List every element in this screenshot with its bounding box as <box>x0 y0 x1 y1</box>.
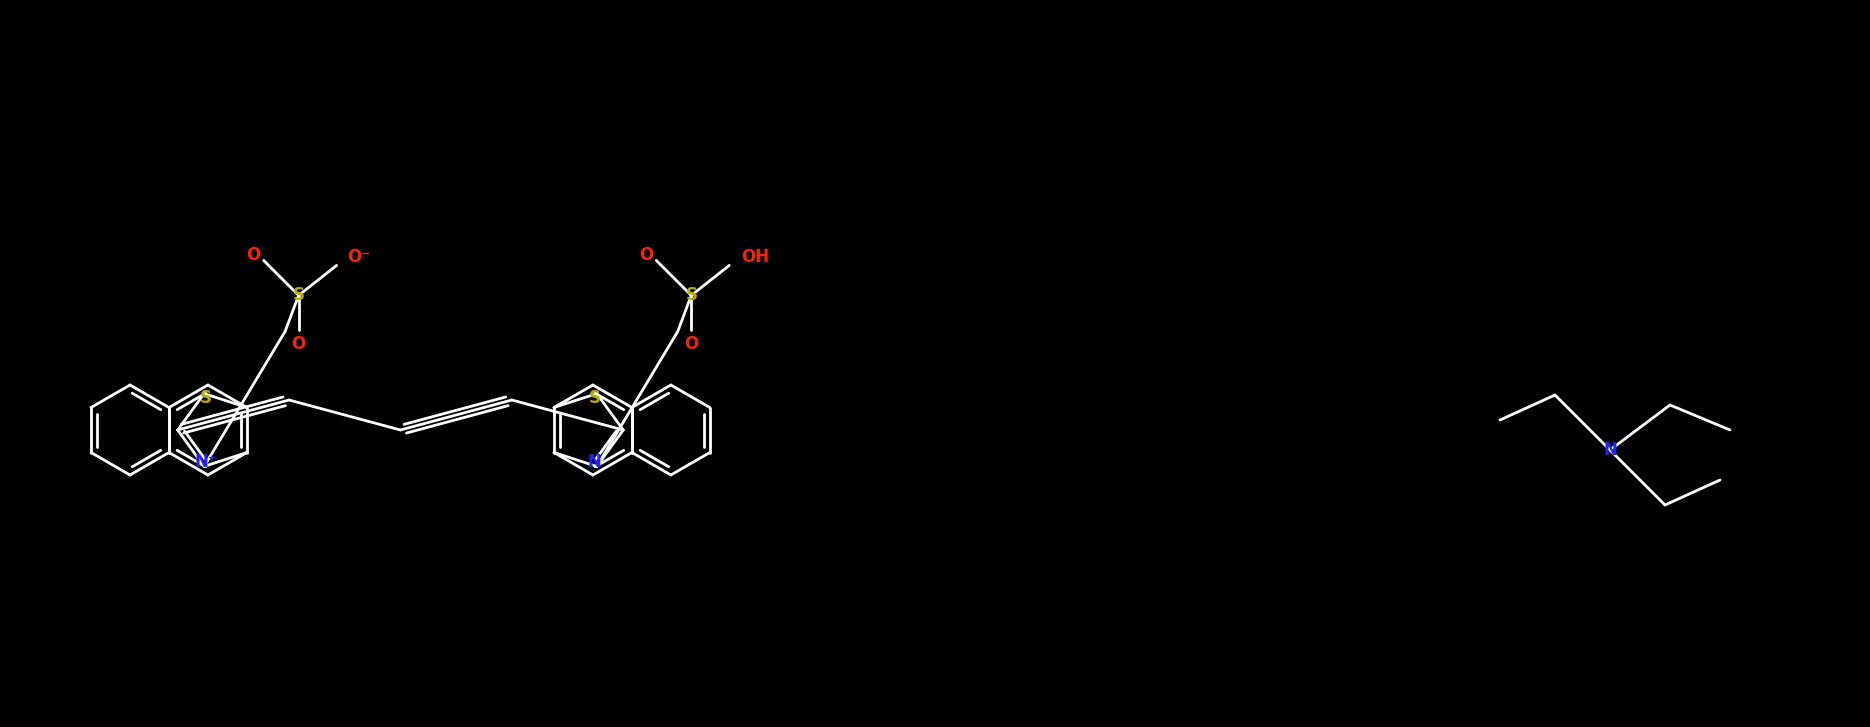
Text: N: N <box>587 454 602 471</box>
Text: O⁻: O⁻ <box>348 249 370 266</box>
Text: S: S <box>589 389 600 406</box>
Text: N⁺: N⁺ <box>194 454 217 471</box>
Text: O: O <box>292 335 305 353</box>
Text: O: O <box>684 335 698 353</box>
Text: S: S <box>200 389 211 406</box>
Text: O: O <box>247 246 260 265</box>
Text: N: N <box>1603 441 1618 459</box>
Text: OH: OH <box>741 249 769 266</box>
Text: O: O <box>640 246 653 265</box>
Text: S: S <box>684 286 698 305</box>
Text: S: S <box>292 286 305 305</box>
